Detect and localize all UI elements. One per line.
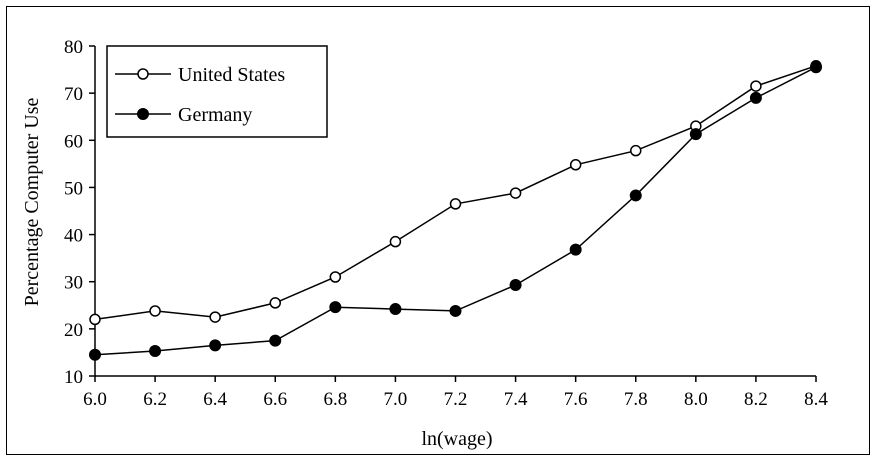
data-point-germany [89,348,101,361]
series-layer [89,60,822,361]
data-point-united-states [630,144,642,157]
legend: United States Germany [106,45,328,138]
legend-label-germany: Germany [178,104,252,126]
x-tick-label: 7.2 [444,389,468,410]
data-point-united-states [209,311,221,323]
data-point-germany [749,91,762,104]
x-ticks: 6.0 6.2 6.4 6.6 6.8 7.0 7.2 7.4 7.6 7.8 8.0 8.2 8.4 [83,376,828,410]
data-point-germany [149,345,162,358]
data-point-germany [209,339,222,352]
legend-marker-germany [137,108,149,120]
y-axis-label: Percentage Computer Use [21,97,43,306]
y-ticks: 10 20 30 40 50 60 70 80 [64,37,95,388]
data-point-germany [449,304,462,317]
legend-label-united-states: United States [178,64,285,86]
data-point-united-states [389,235,402,248]
x-tick-label: 6.4 [203,389,227,410]
x-tick-label: 8.2 [744,389,768,410]
y-tick-label: 10 [64,367,83,388]
y-tick-label: 50 [64,178,83,199]
y-tick-label: 70 [64,84,83,105]
data-point-germany [269,334,282,347]
series-united-states [89,60,822,326]
x-tick-label: 8.4 [804,389,828,410]
data-point-germany [629,189,642,202]
x-tick-label: 6.8 [323,389,347,410]
y-tick-label: 40 [64,226,83,247]
y-tick-label: 60 [64,131,83,152]
data-point-united-states [569,159,582,171]
x-tick-label: 6.6 [263,389,287,410]
x-tick-label: 7.8 [624,389,648,410]
data-point-united-states [149,305,161,317]
legend-box [106,45,328,138]
x-axis-label: ln(wage) [421,428,492,450]
data-point-germany [509,279,522,292]
legend-marker-united-states [137,68,149,80]
data-point-united-states [509,187,522,199]
data-point-united-states [329,271,342,283]
x-tick-label: 6.0 [83,389,107,410]
data-point-united-states [750,80,762,92]
y-tick-label: 20 [64,320,83,341]
data-point-germany [569,243,582,256]
data-point-germany [810,61,822,74]
data-point-united-states [269,297,281,309]
x-tick-label: 8.0 [684,389,708,410]
y-tick-label: 30 [64,273,83,294]
x-tick-label: 7.0 [384,389,408,410]
data-point-germany [389,303,402,316]
x-tick-label: 7.4 [504,389,528,410]
data-point-germany [689,128,702,141]
x-tick-label: 7.6 [564,389,588,410]
y-tick-label: 80 [64,37,83,58]
x-tick-label: 6.2 [143,389,167,410]
data-point-united-states [89,313,101,326]
data-point-united-states [449,198,462,210]
data-point-germany [329,301,342,314]
series-germany [89,61,822,361]
